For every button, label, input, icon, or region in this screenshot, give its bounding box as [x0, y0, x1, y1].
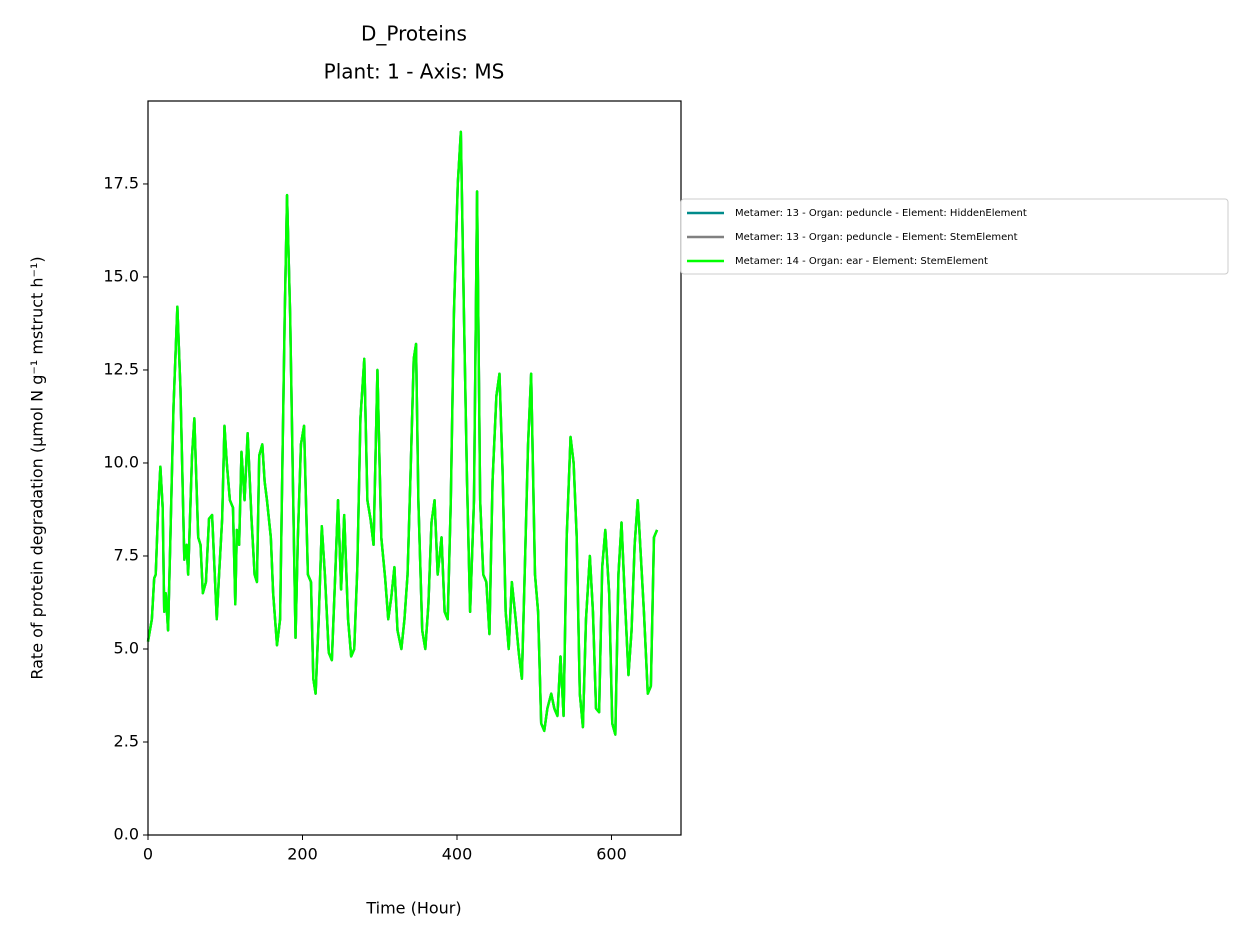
y-tick-label: 15.0: [103, 266, 139, 285]
x-tick-label: 600: [596, 845, 627, 864]
x-tick-label: 400: [442, 845, 473, 864]
y-tick-label: 7.5: [114, 545, 139, 564]
legend-box: [680, 198, 1229, 275]
y-tick-label: 0.0: [114, 825, 139, 844]
plot-frame: [147, 100, 682, 836]
chart-subtitle: Plant: 1 - Axis: MS: [324, 60, 505, 84]
y-tick-label: 10.0: [103, 452, 139, 471]
data-line: [146, 130, 659, 736]
legend-label: Metamer: 13 - Organ: peduncle - Element:…: [735, 232, 1018, 243]
x-axis-label: Time (Hour): [365, 899, 461, 918]
y-tick-label: 12.5: [103, 359, 139, 378]
y-tick-label: 17.5: [103, 173, 139, 192]
x-tick-label: 200: [287, 845, 318, 864]
chart-title: D_Proteins: [361, 22, 467, 46]
legend-label: Metamer: 14 - Organ: ear - Element: Stem…: [735, 256, 988, 267]
legend-label: Metamer: 13 - Organ: peduncle - Element:…: [735, 208, 1027, 219]
x-tick-label: 0: [143, 845, 153, 864]
y-tick-label: 2.5: [114, 731, 139, 750]
y-axis-label: Rate of protein degradation (µmol N g⁻¹ …: [28, 256, 47, 679]
y-tick-label: 5.0: [114, 638, 139, 657]
